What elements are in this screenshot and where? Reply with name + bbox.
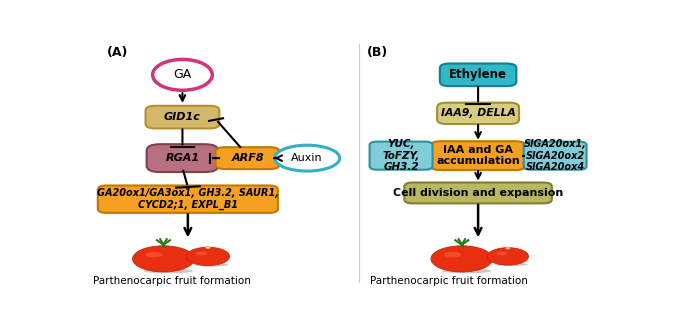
Text: RGA1: RGA1 xyxy=(165,153,199,163)
Text: YUC,
ToFZY,
GH3.2: YUC, ToFZY, GH3.2 xyxy=(382,139,420,172)
Ellipse shape xyxy=(186,247,230,266)
Ellipse shape xyxy=(496,252,507,255)
FancyBboxPatch shape xyxy=(370,141,433,170)
Text: Parthenocarpic fruit formation: Parthenocarpic fruit formation xyxy=(93,276,251,286)
FancyBboxPatch shape xyxy=(146,106,219,129)
Ellipse shape xyxy=(194,263,228,266)
Text: IAA and GA
accumulation: IAA and GA accumulation xyxy=(436,145,520,166)
FancyBboxPatch shape xyxy=(431,141,525,170)
Text: Auxin: Auxin xyxy=(291,153,323,163)
Text: (A): (A) xyxy=(106,46,128,59)
FancyBboxPatch shape xyxy=(146,144,218,172)
Ellipse shape xyxy=(274,145,340,171)
Text: GA: GA xyxy=(174,68,192,81)
Text: GA20ox1/GA3ox1, GH3.2, SAUR1,
CYCD2;1, EXPL_B1: GA20ox1/GA3ox1, GH3.2, SAUR1, CYCD2;1, E… xyxy=(97,188,279,210)
Ellipse shape xyxy=(144,268,193,273)
Text: GID1c: GID1c xyxy=(164,112,201,122)
FancyBboxPatch shape xyxy=(524,141,587,170)
FancyBboxPatch shape xyxy=(437,103,519,124)
Text: Ethylene: Ethylene xyxy=(449,68,507,81)
FancyBboxPatch shape xyxy=(405,182,552,203)
FancyBboxPatch shape xyxy=(440,64,517,86)
Ellipse shape xyxy=(195,251,207,255)
FancyBboxPatch shape xyxy=(98,185,278,213)
Text: Cell division and expansion: Cell division and expansion xyxy=(393,188,564,198)
Text: ARF8: ARF8 xyxy=(231,153,264,163)
Ellipse shape xyxy=(444,252,461,257)
FancyBboxPatch shape xyxy=(216,147,279,169)
Ellipse shape xyxy=(153,59,212,90)
Ellipse shape xyxy=(487,248,528,265)
Text: SlGA20ox1,
SlGA20ox2
SlGA20ox4: SlGA20ox1, SlGA20ox2 SlGA20ox4 xyxy=(524,139,587,172)
Ellipse shape xyxy=(206,246,210,249)
Ellipse shape xyxy=(146,252,162,257)
Text: Parthenocarpic fruit formation: Parthenocarpic fruit formation xyxy=(370,276,528,286)
Ellipse shape xyxy=(494,263,528,266)
Text: IAA9, DELLA: IAA9, DELLA xyxy=(441,109,515,118)
Ellipse shape xyxy=(431,246,493,272)
Ellipse shape xyxy=(132,246,195,272)
Ellipse shape xyxy=(505,247,510,249)
Text: (B): (B) xyxy=(367,46,388,59)
Ellipse shape xyxy=(442,268,491,273)
